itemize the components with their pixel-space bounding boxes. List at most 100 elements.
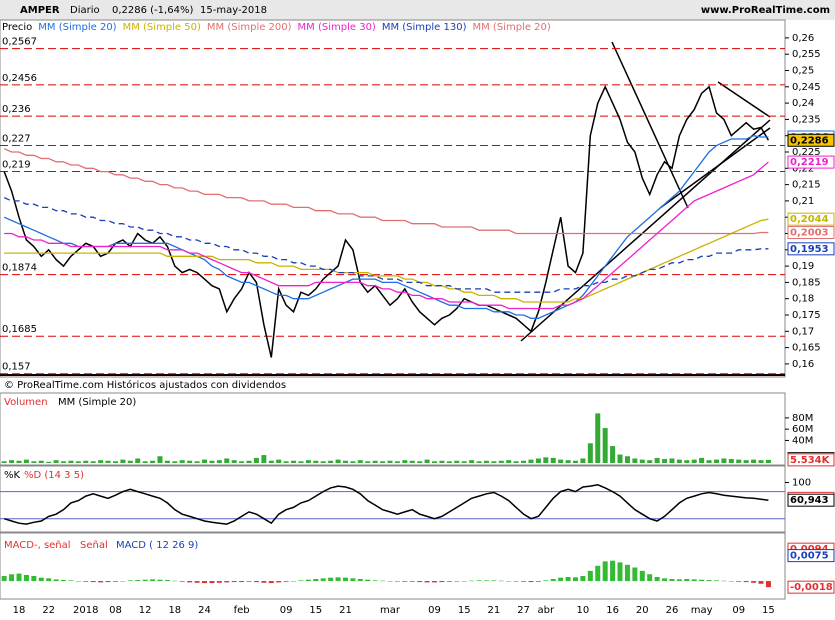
x-tick-label: may	[691, 605, 713, 616]
level-label: 0,1685	[2, 324, 37, 335]
bar	[469, 460, 475, 463]
macd-title: MACD-, señal	[4, 540, 71, 551]
bar	[498, 460, 504, 463]
bar	[246, 581, 252, 582]
bar	[283, 461, 289, 463]
bar	[380, 461, 386, 463]
bar	[513, 581, 519, 582]
bar	[313, 460, 319, 463]
bar	[216, 460, 222, 463]
bar	[98, 581, 104, 583]
bar	[676, 459, 682, 463]
bar	[157, 579, 163, 582]
series-line	[4, 161, 769, 310]
bar	[53, 579, 59, 582]
series-line	[4, 218, 769, 303]
y-tick-label: 0,25	[792, 65, 814, 76]
bar	[150, 460, 156, 463]
ticker: AMPER	[20, 5, 60, 16]
y-tick-label: 100	[792, 478, 811, 489]
bar	[417, 461, 423, 463]
level-label: 0,1874	[2, 263, 37, 274]
bar	[23, 574, 29, 582]
bar	[372, 460, 378, 463]
legend-item: MM (Simple 50)	[123, 22, 201, 33]
stoch-subtitle: %D (14 3 5)	[24, 470, 84, 481]
y-tick-label: 0,18	[792, 294, 814, 305]
bar	[365, 579, 371, 582]
macd-subtitle-2: MACD ( 12 26 9)	[116, 540, 198, 551]
y-tick-label: 0,235	[792, 114, 821, 125]
bar	[713, 459, 719, 463]
level-label: 0,227	[2, 133, 31, 144]
y-tick-label: 0,19	[792, 261, 814, 272]
bar	[691, 459, 697, 463]
bar	[380, 580, 386, 582]
y-tick-label: 0,255	[792, 49, 821, 60]
bar	[743, 460, 749, 463]
x-tick-label: 21	[488, 605, 501, 616]
bar	[90, 461, 96, 463]
bar	[75, 461, 81, 463]
end-tag	[787, 453, 835, 467]
bar	[135, 580, 141, 582]
bar	[357, 460, 363, 463]
bar	[283, 581, 289, 582]
bar	[142, 461, 148, 463]
bar	[68, 580, 74, 582]
bar	[320, 578, 326, 582]
end-label: 0,2286	[790, 135, 829, 146]
bar	[313, 579, 319, 582]
bar	[632, 458, 638, 463]
y-tick-label: 60M	[792, 424, 813, 435]
y-tick-label: 0,16	[792, 359, 814, 370]
bar	[565, 576, 571, 582]
x-tick-label: 27	[517, 605, 530, 616]
macd-frame	[0, 532, 786, 600]
bar	[157, 456, 163, 463]
bar	[268, 581, 274, 584]
bar	[476, 461, 482, 463]
bar	[298, 580, 304, 582]
end-tag	[787, 580, 835, 594]
bar	[587, 443, 593, 463]
end-label: 0,1953	[790, 244, 829, 255]
trendlines	[520, 41, 771, 342]
x-tick-label: 15	[762, 605, 775, 616]
bar	[639, 459, 645, 463]
bar	[172, 580, 178, 582]
end-tag	[787, 212, 835, 226]
bar	[573, 460, 578, 463]
bar	[38, 460, 44, 463]
x-tick-label: 09	[732, 605, 745, 616]
x-tick-label: 22	[42, 605, 55, 616]
period: Diario	[70, 5, 100, 16]
bar	[105, 460, 111, 463]
bar	[610, 446, 616, 463]
bar	[194, 581, 200, 583]
bar	[424, 459, 430, 463]
x-tick-label: 24	[198, 605, 211, 616]
bar	[342, 577, 348, 582]
end-tag	[787, 549, 835, 563]
bar	[483, 460, 489, 463]
level-label: 0,236	[2, 104, 31, 115]
bar	[31, 461, 37, 463]
x-tick-label: 18	[13, 605, 26, 616]
bar	[602, 561, 608, 582]
x-tick-label: 20	[636, 605, 649, 616]
bar	[305, 579, 311, 582]
bar	[253, 581, 259, 583]
bar	[9, 460, 15, 463]
bar	[31, 575, 37, 582]
bar	[580, 575, 586, 582]
bar	[461, 581, 467, 582]
series-line	[3, 197, 769, 293]
bar	[417, 581, 423, 583]
x-tick-label: 16	[606, 605, 619, 616]
bar	[758, 460, 764, 463]
bar	[342, 460, 348, 463]
bar	[713, 580, 719, 582]
legend-item: MM (Simple 20)	[473, 22, 551, 33]
bar	[491, 580, 497, 582]
